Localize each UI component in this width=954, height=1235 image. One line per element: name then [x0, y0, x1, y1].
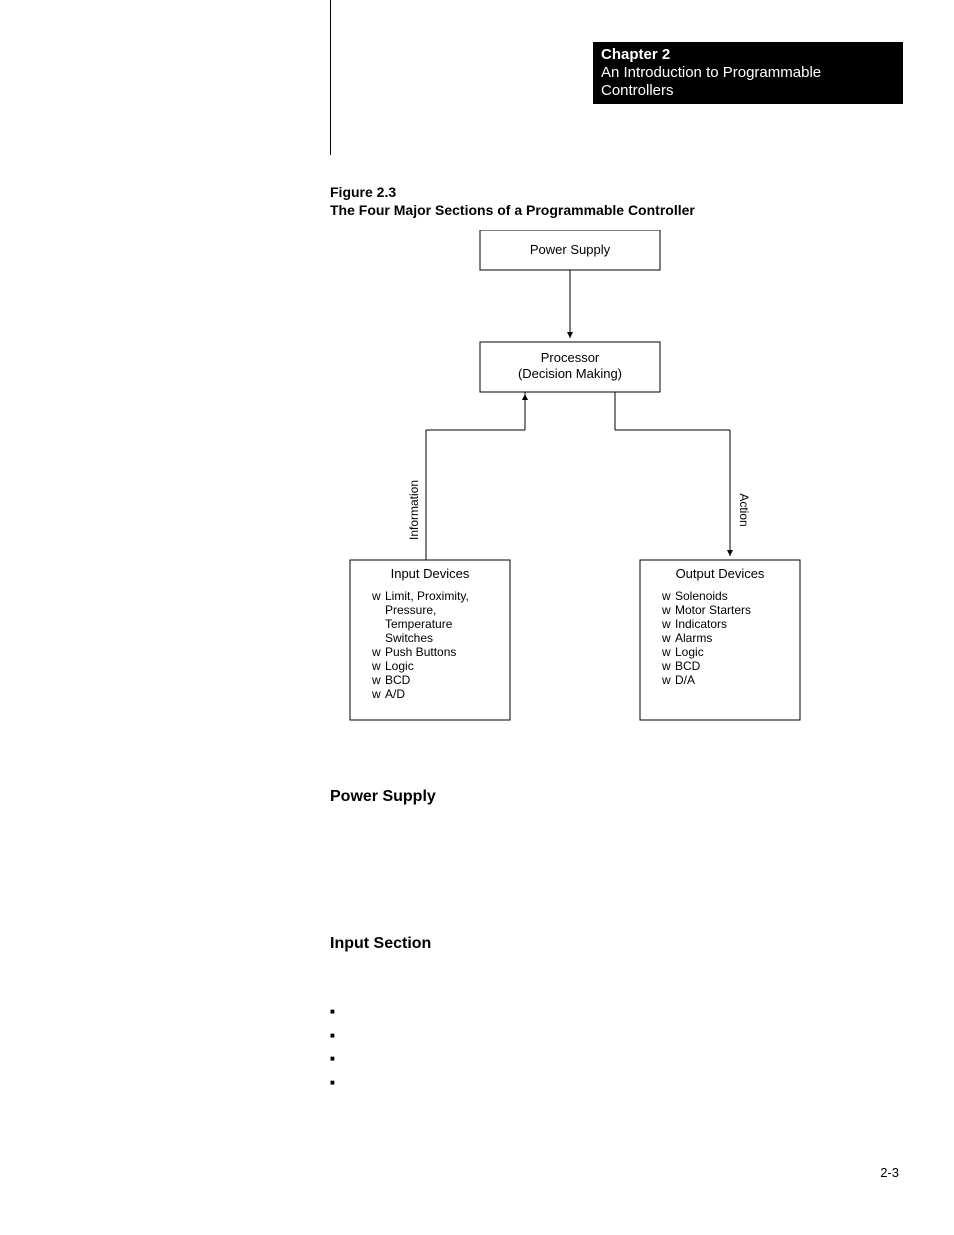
- bullet-item: [330, 1070, 341, 1093]
- svg-text:Logic: Logic: [385, 659, 414, 673]
- edge-information-label: Information: [407, 480, 421, 540]
- svg-text:Push Buttons: Push Buttons: [385, 645, 456, 659]
- bullet-item: [330, 1023, 341, 1046]
- chapter-title-line2: Controllers: [601, 82, 895, 100]
- power-supply-label: Power Supply: [530, 242, 611, 257]
- output-devices-title: Output Devices: [676, 566, 765, 581]
- figure-diagram: Power Supply Processor (Decision Making)…: [330, 230, 870, 740]
- svg-text:w: w: [371, 589, 381, 603]
- section-heading-input-section: Input Section: [330, 935, 431, 953]
- svg-text:w: w: [661, 631, 671, 645]
- page-number: 2-3: [880, 1165, 899, 1180]
- svg-text:w: w: [661, 645, 671, 659]
- svg-text:Solenoids: Solenoids: [675, 589, 728, 603]
- svg-text:Limit, Proximity,: Limit, Proximity,: [385, 589, 469, 603]
- svg-text:Indicators: Indicators: [675, 617, 727, 631]
- processor-label1: Processor: [541, 350, 600, 365]
- bullet-item: [330, 1047, 341, 1070]
- svg-text:Motor Starters: Motor Starters: [675, 603, 751, 617]
- processor-label2: (Decision Making): [518, 366, 622, 381]
- svg-text:w: w: [371, 687, 381, 701]
- svg-text:BCD: BCD: [675, 659, 701, 673]
- svg-text:Temperature: Temperature: [385, 617, 453, 631]
- svg-text:w: w: [661, 673, 671, 687]
- svg-text:w: w: [661, 659, 671, 673]
- input-devices-title: Input Devices: [391, 566, 470, 581]
- svg-text:w: w: [661, 589, 671, 603]
- header-vertical-rule: [330, 0, 331, 155]
- figure-caption: Figure 2.3 The Four Major Sections of a …: [330, 183, 695, 219]
- edge-action-label: Action: [737, 493, 751, 526]
- figure-number: Figure 2.3: [330, 183, 695, 201]
- chapter-header: Chapter 2 An Introduction to Programmabl…: [593, 42, 903, 104]
- section-heading-power-supply: Power Supply: [330, 788, 436, 806]
- chapter-number: Chapter 2: [601, 46, 895, 64]
- svg-text:A/D: A/D: [385, 687, 405, 701]
- svg-text:w: w: [371, 645, 381, 659]
- svg-text:BCD: BCD: [385, 673, 411, 687]
- svg-text:w: w: [661, 603, 671, 617]
- svg-text:Pressure,: Pressure,: [385, 603, 436, 617]
- svg-text:Switches: Switches: [385, 631, 433, 645]
- input-section-bullets: [330, 1000, 341, 1094]
- bullet-item: [330, 1000, 341, 1023]
- svg-text:w: w: [661, 617, 671, 631]
- svg-text:Logic: Logic: [675, 645, 704, 659]
- figure-title: The Four Major Sections of a Programmabl…: [330, 201, 695, 219]
- svg-text:w: w: [371, 673, 381, 687]
- svg-text:w: w: [371, 659, 381, 673]
- svg-text:Alarms: Alarms: [675, 631, 712, 645]
- svg-text:D/A: D/A: [675, 673, 695, 687]
- chapter-title-line1: An Introduction to Programmable: [601, 64, 895, 82]
